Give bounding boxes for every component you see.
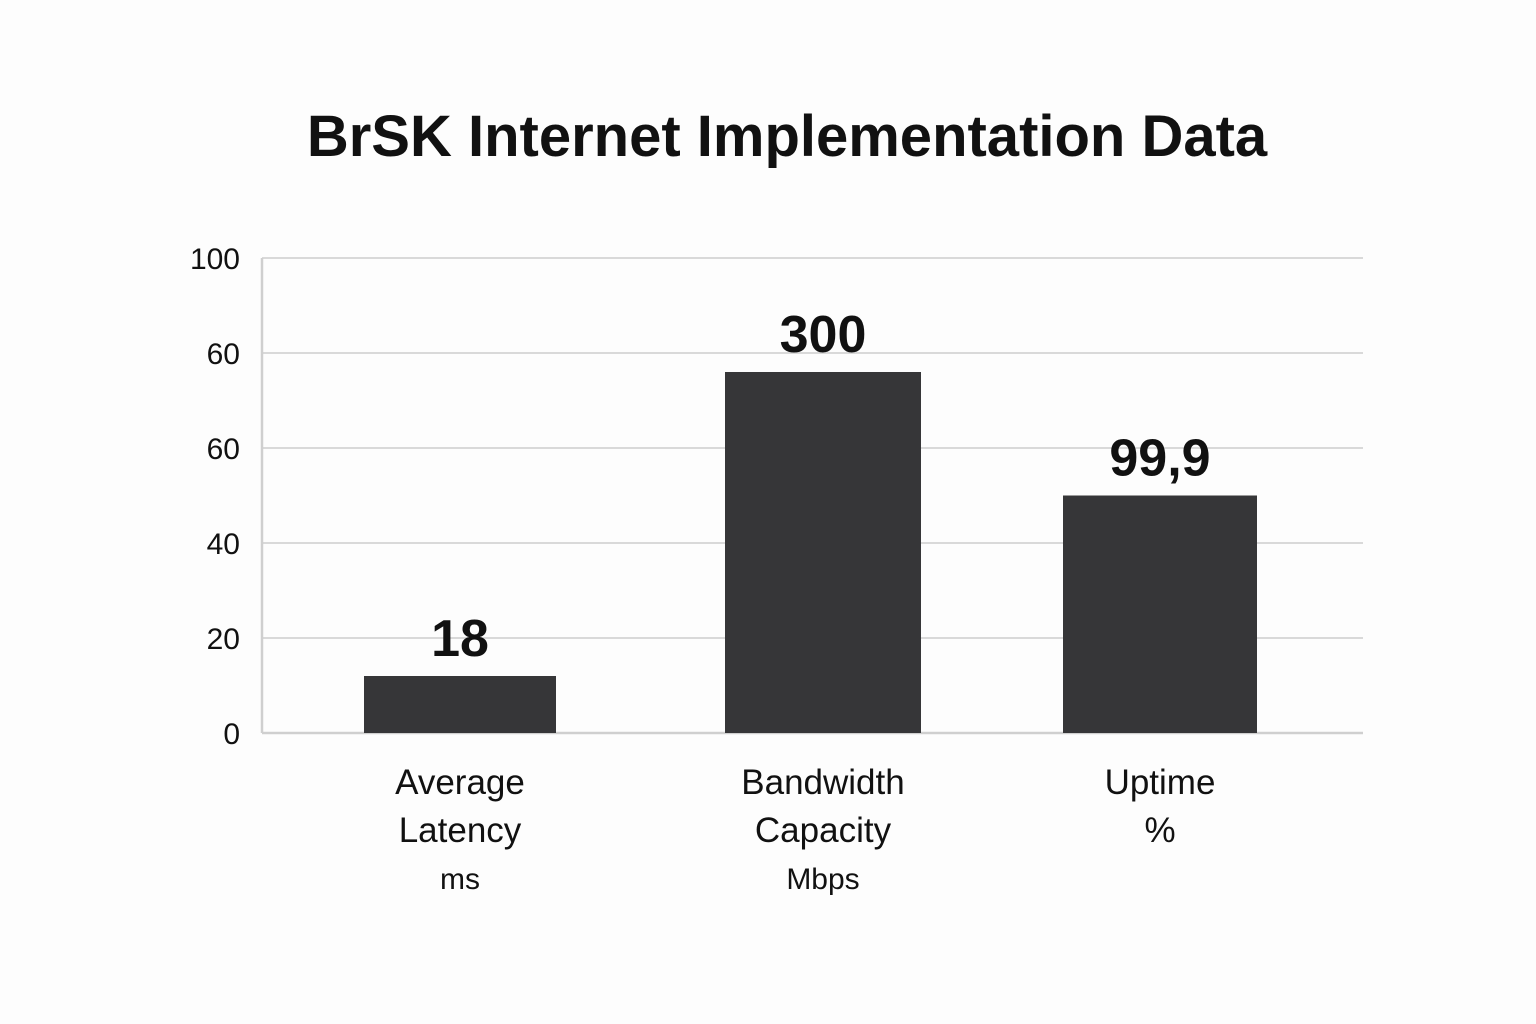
y-axis-ticks: 0 20 40 60 60 100 bbox=[190, 243, 240, 751]
y-tick-label: 0 bbox=[223, 718, 240, 751]
value-labels: 18 300 99,9 bbox=[431, 306, 1211, 668]
bars bbox=[364, 372, 1257, 733]
category-label: Average bbox=[395, 763, 525, 802]
bar-value-label: 300 bbox=[780, 306, 867, 364]
category-label: Capacity bbox=[755, 811, 892, 850]
category-unit-label: Mbps bbox=[786, 863, 859, 896]
y-tick-label: 20 bbox=[207, 623, 240, 656]
category-label: % bbox=[1144, 811, 1175, 850]
category-label: Latency bbox=[399, 811, 522, 850]
category-unit-label: ms bbox=[440, 863, 480, 896]
bar bbox=[1063, 495, 1257, 733]
y-tick-label: 60 bbox=[207, 338, 240, 371]
category-label: Uptime bbox=[1105, 763, 1216, 802]
chart-title: BrSK Internet Implementation Data bbox=[307, 104, 1268, 169]
category-label: Bandwidth bbox=[741, 763, 904, 802]
y-tick-label: 100 bbox=[190, 243, 240, 276]
category-labels: Average Latency ms Bandwidth Capacity Mbps Upt… bbox=[395, 763, 1215, 896]
bar bbox=[364, 676, 556, 733]
y-tick-label: 60 bbox=[207, 433, 240, 466]
y-tick-label: 40 bbox=[207, 528, 240, 561]
bar bbox=[725, 372, 921, 733]
bar-value-label: 99,9 bbox=[1109, 430, 1210, 488]
bar-value-label: 18 bbox=[431, 610, 489, 668]
